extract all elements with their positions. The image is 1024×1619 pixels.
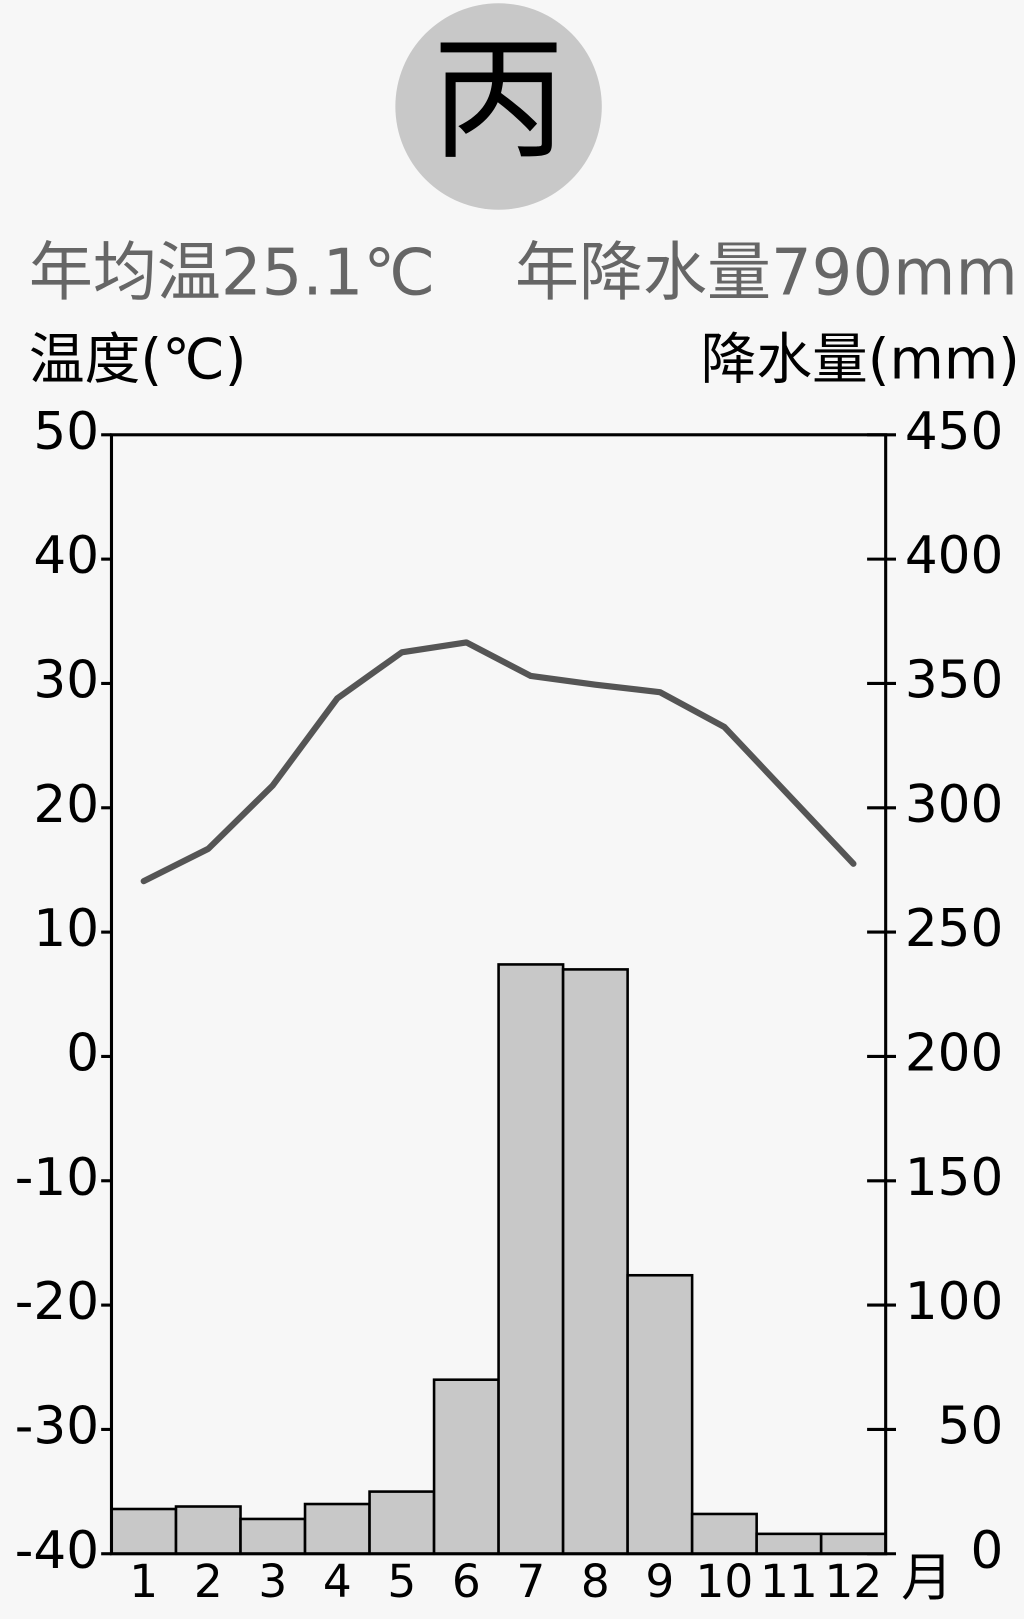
bar (561, 968, 629, 1556)
x-unit-label: 月 (901, 1549, 953, 1609)
y-tick-label: 30 (33, 650, 99, 710)
bar (755, 1532, 823, 1556)
y-tick-label: -40 (15, 1521, 99, 1581)
x-tick-label: 6 (452, 1555, 481, 1608)
bar (626, 1273, 694, 1556)
bar (368, 1490, 436, 1556)
y-axis-label: 温度(℃) (29, 328, 247, 393)
bar (239, 1517, 307, 1556)
annotation: 年降水量790mm (515, 236, 1018, 310)
temperature-line (140, 639, 857, 885)
plot-frame (109, 433, 888, 1556)
y-tick-label: 0 (66, 1023, 99, 1083)
y-tick-label: 10 (33, 899, 99, 959)
y-tick-label: -30 (15, 1396, 99, 1456)
chart-title: 丙 (431, 21, 565, 178)
annotation: 年均温25.1℃ (29, 236, 435, 310)
x-tick-label: 3 (258, 1555, 287, 1608)
bar (819, 1532, 887, 1556)
y2-tick-label: 200 (905, 1023, 1004, 1083)
x-tick-label: 11 (760, 1555, 818, 1608)
y2-tick-label: 300 (905, 775, 1004, 835)
y-tick-label: -10 (15, 1148, 99, 1208)
y2-tick-label: 350 (905, 650, 1004, 710)
y2-tick-label: 250 (905, 899, 1004, 959)
bar (497, 963, 565, 1556)
y2-tick-label: 100 (905, 1272, 1004, 1332)
y2-tick-label: 150 (905, 1148, 1004, 1208)
x-tick-label: 1 (129, 1555, 158, 1608)
x-tick-label: 7 (516, 1555, 545, 1608)
y2-tick-label: 0 (971, 1521, 1004, 1581)
y-tick-label: 40 (33, 526, 99, 586)
x-tick-label: 10 (695, 1555, 753, 1608)
x-tick-label: 12 (825, 1555, 883, 1608)
bar (432, 1378, 500, 1556)
bar (690, 1512, 758, 1556)
y2-axis-label: 降水量(mm) (701, 328, 1020, 393)
bar (110, 1507, 178, 1556)
bar (303, 1502, 371, 1556)
x-tick-label: 9 (645, 1555, 674, 1608)
title-badge (395, 3, 602, 210)
x-tick-label: 4 (323, 1555, 352, 1608)
y-tick-label: -20 (15, 1272, 99, 1332)
y2-tick-label: 400 (905, 526, 1004, 586)
x-tick-label: 5 (387, 1555, 416, 1608)
y-tick-label: 50 (33, 402, 99, 462)
y2-tick-label: 450 (905, 402, 1004, 462)
x-tick-label: 8 (581, 1555, 610, 1608)
x-tick-label: 2 (194, 1555, 223, 1608)
y2-tick-label: 50 (938, 1396, 1004, 1456)
bar (174, 1505, 242, 1556)
y-tick-label: 20 (33, 775, 99, 835)
